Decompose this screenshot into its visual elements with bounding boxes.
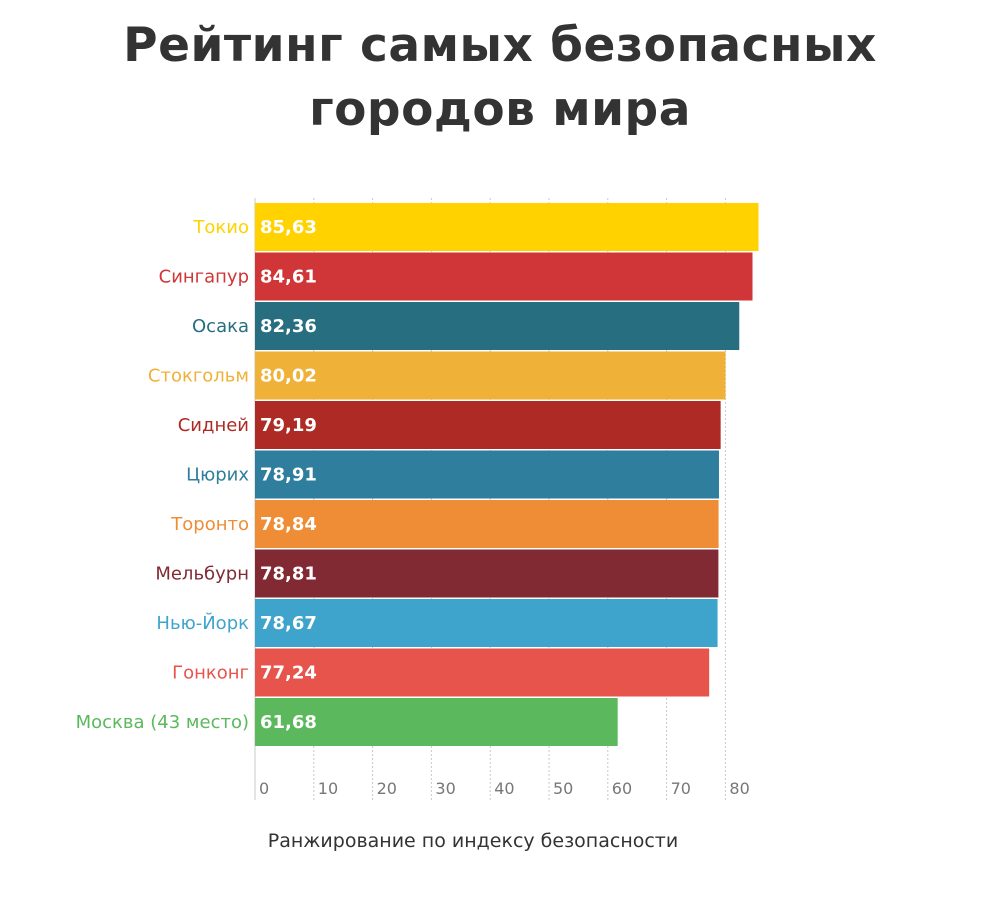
- x-tick-label-10: 10: [318, 779, 338, 798]
- bar-7: [255, 549, 719, 598]
- value-label-2: 82,36: [260, 316, 317, 337]
- value-label-4: 79,19: [260, 415, 317, 436]
- value-label-1: 84,61: [260, 267, 317, 288]
- bar-3: [255, 351, 726, 400]
- value-label-3: 80,02: [260, 366, 317, 387]
- x-tick-label-0: 0: [259, 779, 269, 798]
- bar-10: [255, 698, 618, 746]
- value-label-8: 78,67: [260, 613, 317, 634]
- value-label-6: 78,84: [260, 514, 317, 535]
- category-label-6: Торонто: [170, 514, 249, 535]
- chart-title: Рейтинг самых безопасных городов мира: [0, 14, 1000, 142]
- category-label-4: Сидней: [178, 415, 249, 436]
- category-label-7: Мельбурн: [155, 564, 249, 585]
- bar-6: [255, 500, 719, 548]
- bars: [255, 203, 759, 746]
- value-label-0: 85,63: [260, 217, 317, 238]
- category-label-3: Стокгольм: [148, 366, 249, 387]
- bar-9: [255, 648, 710, 697]
- x-tick-label-40: 40: [494, 779, 514, 798]
- category-label-8: Нью-Йорк: [156, 612, 249, 634]
- category-label-1: Сингапур: [159, 267, 249, 288]
- x-tick-label-20: 20: [377, 779, 397, 798]
- value-label-5: 78,91: [260, 465, 317, 486]
- x-axis-label: Ранжирование по индексу безопасности: [267, 830, 679, 852]
- category-label-9: Гонконг: [172, 663, 249, 684]
- bar-4: [255, 401, 721, 449]
- x-tick-label-70: 70: [671, 779, 691, 798]
- chart-title-line-1: Рейтинг самых безопасных: [123, 18, 877, 73]
- value-labels: 85,63 84,61 82,36 80,02 79,19 78,91 78,84 78,81…: [260, 217, 317, 733]
- category-label-0: Токио: [192, 217, 249, 238]
- category-labels: Токио Сингапур Осака Стокгольм Сидней Цюрих То…: [76, 217, 250, 733]
- x-tick-label-30: 30: [435, 779, 455, 798]
- value-label-9: 77,24: [260, 663, 317, 684]
- value-label-10: 61,68: [260, 712, 317, 733]
- x-tick-label-80: 80: [729, 779, 749, 798]
- chart-title-line-2: городов мира: [309, 82, 691, 137]
- x-tick-labels: 0 10 20 30 40 50 60 70 80: [259, 779, 750, 798]
- bar-1: [255, 252, 753, 301]
- value-label-7: 78,81: [260, 564, 317, 585]
- x-tick-label-60: 60: [612, 779, 632, 798]
- bar-0: [255, 203, 759, 251]
- category-label-5: Цюрих: [186, 465, 249, 486]
- bar-5: [255, 450, 719, 499]
- category-label-10: Москва (43 место): [76, 712, 249, 733]
- x-tick-label-50: 50: [553, 779, 573, 798]
- bar-2: [255, 302, 740, 350]
- bar-8: [255, 599, 718, 647]
- category-label-2: Осака: [192, 316, 249, 337]
